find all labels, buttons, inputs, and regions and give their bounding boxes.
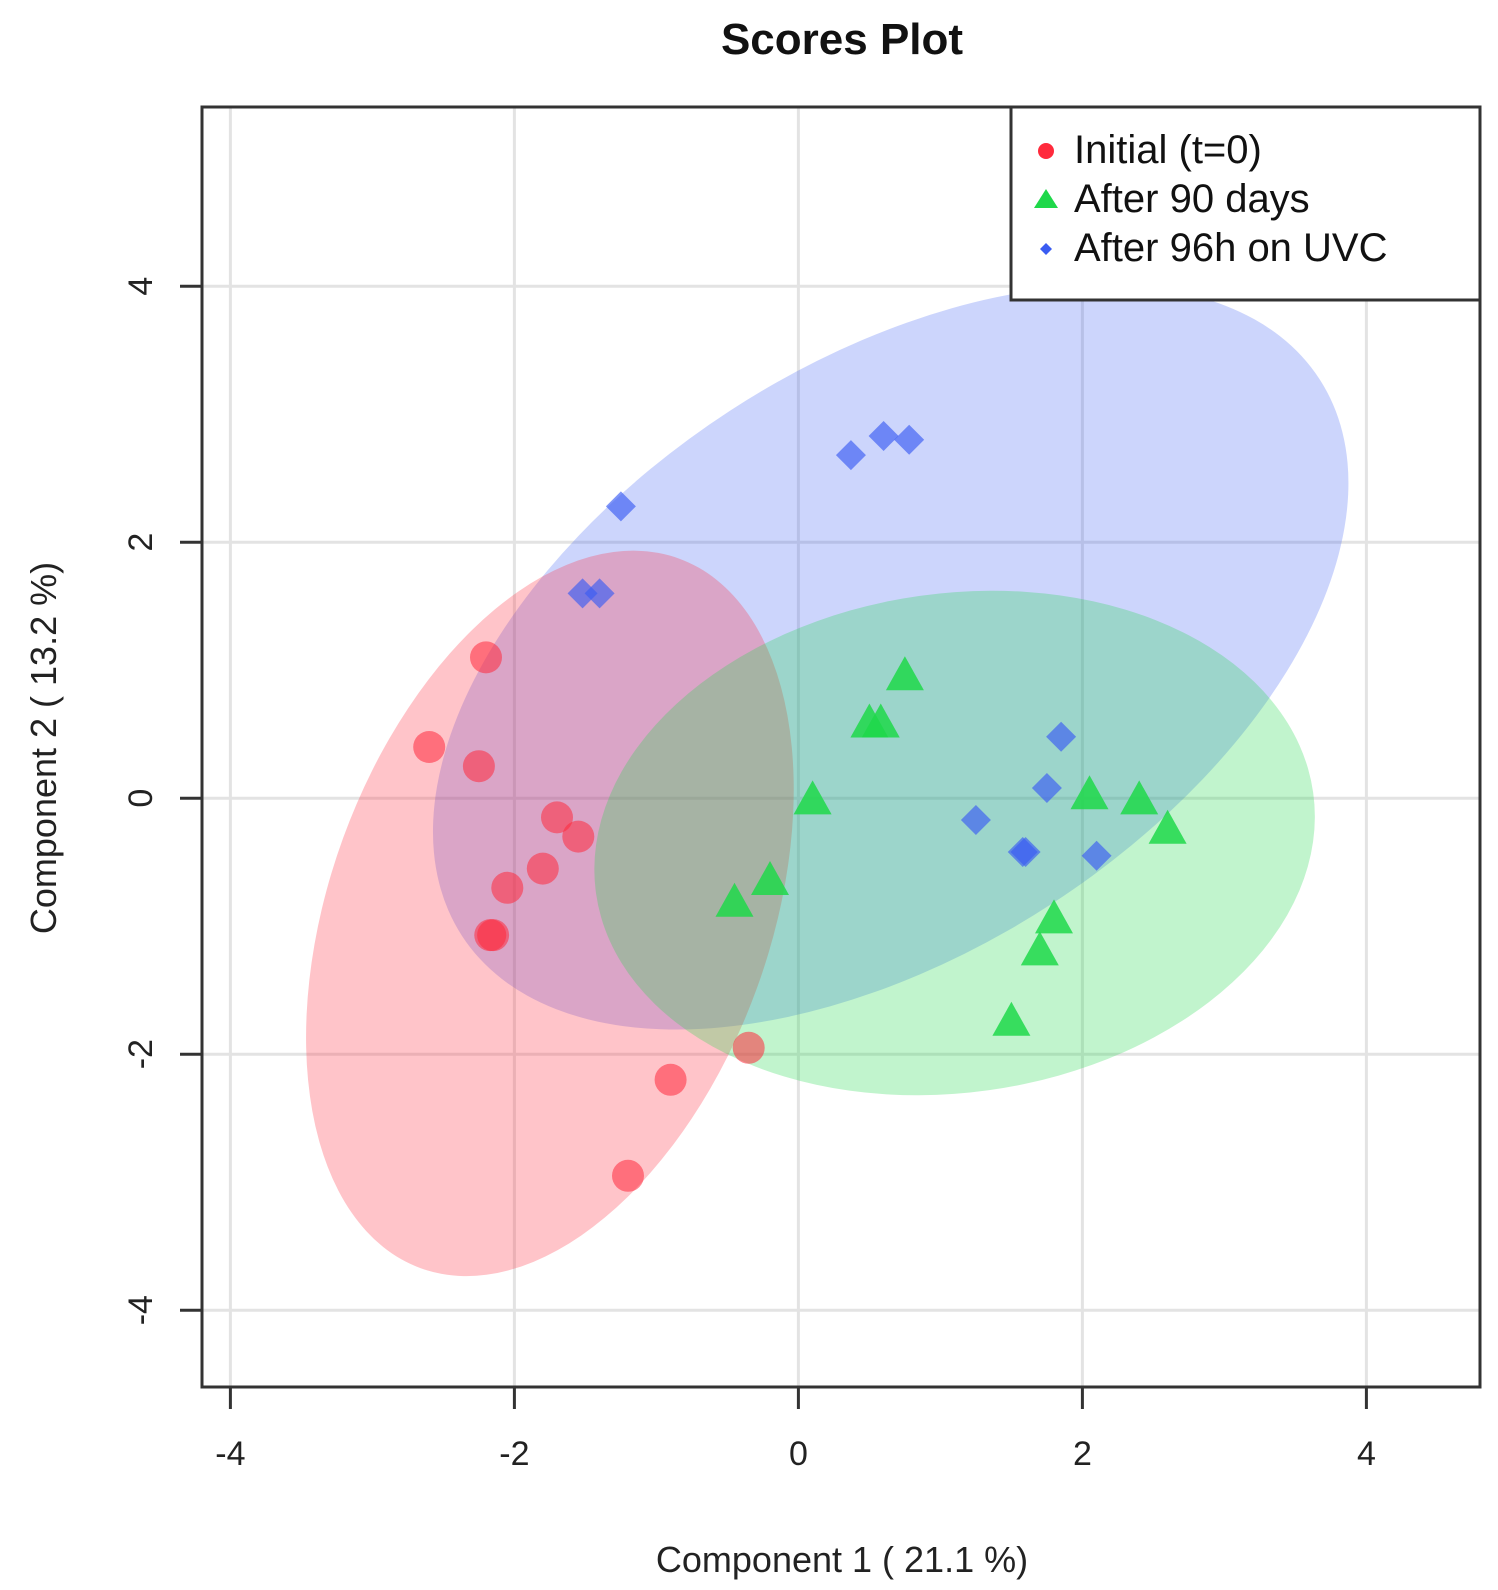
confidence-ellipses [306, 285, 1349, 1277]
data-points [413, 420, 1187, 1192]
legend-marker-0 [1038, 143, 1054, 159]
y-tick-label-3: 2 [122, 533, 160, 552]
y-tick-label-1: -2 [122, 1039, 160, 1069]
y-axis-ticks: -4 -2 0 2 4 [122, 277, 202, 1325]
point-s2-8 [960, 804, 991, 835]
x-axis-ticks: -4 -2 0 2 4 [215, 1387, 1376, 1473]
chart-title: Scores Plot [721, 15, 963, 64]
x-axis-label: Component 1 ( 21.1 %) [656, 1539, 1028, 1580]
point-s2-6 [1046, 721, 1077, 752]
ellipse-2 [432, 285, 1349, 1030]
point-s2-2 [894, 424, 925, 455]
point-s0-6 [526, 852, 559, 885]
point-s1-3 [793, 780, 832, 815]
legend-marker-1 [1034, 189, 1058, 208]
point-s1-6 [1070, 775, 1109, 810]
point-s0-4 [562, 820, 595, 853]
x-tick-label-0: -4 [215, 1435, 245, 1473]
point-s0-5 [491, 871, 524, 904]
point-s1-10 [1020, 931, 1059, 966]
point-s0-1 [413, 731, 446, 763]
point-s0-2 [462, 750, 495, 783]
x-tick-label-2: 0 [789, 1435, 808, 1473]
point-s2-10 [1010, 836, 1041, 867]
point-s1-4 [751, 861, 789, 895]
y-tick-label-2: 0 [122, 789, 160, 808]
legend: Initial (t=0) After 90 days After 96h on U… [1009, 105, 1482, 302]
point-s0-0 [470, 641, 502, 674]
point-s2-5 [584, 578, 615, 609]
plot-frame [200, 105, 1482, 1389]
point-s2-0 [835, 440, 866, 471]
legend-marker-2 [1040, 243, 1052, 255]
point-s1-9 [1035, 899, 1073, 934]
y-tick-label-4: 4 [122, 277, 160, 296]
point-s2-4 [567, 578, 598, 609]
point-s1-7 [1120, 780, 1159, 815]
point-s0-11 [612, 1159, 644, 1192]
x-tick-label-1: -2 [499, 1435, 529, 1473]
point-s1-0 [885, 656, 924, 691]
point-s2-7 [1031, 772, 1062, 803]
x-tick-label-4: 4 [1357, 1435, 1376, 1473]
y-tick-label-0: -4 [122, 1295, 160, 1325]
ellipse-1 [594, 590, 1315, 1096]
point-s1-2 [861, 703, 900, 738]
x-tick-label-3: 2 [1073, 1435, 1092, 1473]
point-s0-8 [474, 919, 507, 952]
point-s0-10 [654, 1063, 687, 1096]
point-s1-5 [715, 882, 754, 917]
point-s2-3 [605, 491, 636, 522]
legend-label-2: After 96h on UVC [1074, 226, 1388, 270]
point-s1-11 [992, 1001, 1031, 1036]
point-s0-9 [732, 1031, 765, 1064]
point-s0-3 [541, 801, 573, 834]
point-s1-8 [1148, 809, 1187, 844]
point-s2-1 [868, 420, 899, 451]
legend-label-1: After 90 days [1074, 177, 1310, 221]
y-axis-label: Component 2 ( 13.2 %) [23, 562, 64, 934]
point-s2-11 [1081, 840, 1112, 871]
legend-label-0: Initial (t=0) [1074, 128, 1262, 172]
legend-box [1009, 105, 1482, 302]
